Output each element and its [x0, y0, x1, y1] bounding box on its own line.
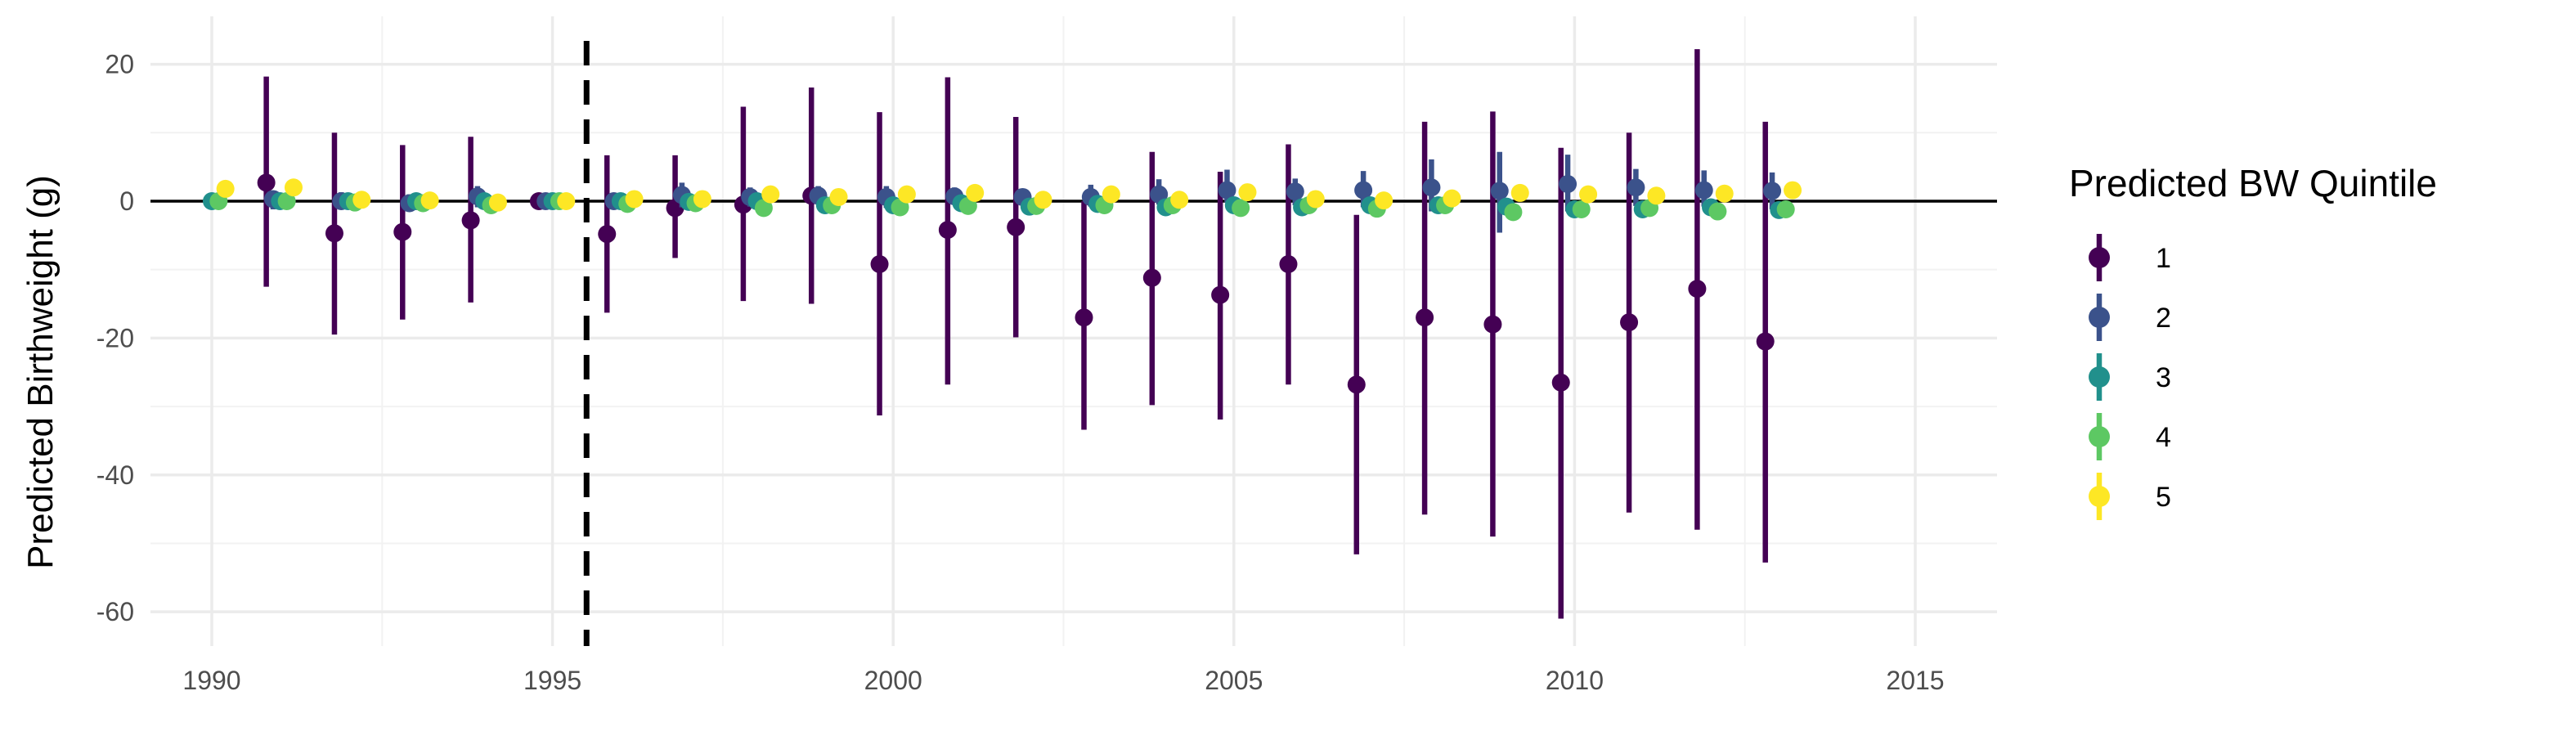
data-point [1354, 181, 1373, 200]
data-point [754, 199, 773, 218]
data-point [1579, 185, 1598, 204]
data-point [1694, 181, 1713, 200]
x-tick-label: 2015 [1886, 666, 1944, 695]
x-tick-label: 2010 [1546, 666, 1604, 695]
data-point [1627, 178, 1645, 197]
x-tick-label: 1995 [523, 666, 581, 695]
x-tick-label: 2005 [1205, 666, 1263, 695]
series-5 [216, 178, 1802, 212]
data-point [352, 191, 371, 209]
data-point [1688, 280, 1707, 298]
x-tick-label: 2000 [864, 666, 922, 695]
series-1 [257, 49, 1775, 619]
legend-key-point [2089, 486, 2110, 507]
data-point [1763, 182, 1782, 200]
axis-tick-labels: 1990 1995 2000 2005 2010 2015 20 0 -20 -40 -60 [96, 50, 1945, 695]
data-point [1170, 191, 1189, 209]
data-point [829, 187, 848, 206]
data-point [1708, 202, 1727, 221]
data-point [216, 179, 235, 198]
data-point [1715, 184, 1734, 203]
data-point [420, 191, 439, 210]
data-point [1572, 200, 1591, 219]
data-point [1286, 182, 1304, 201]
data-point [1551, 373, 1570, 392]
data-point [1347, 375, 1366, 394]
data-point [625, 190, 644, 209]
data-point [1443, 189, 1461, 208]
data-point [1510, 183, 1529, 202]
legend-label: 3 [2156, 362, 2171, 393]
data-point [1075, 308, 1093, 327]
data-point [1756, 332, 1775, 351]
data-point [284, 178, 303, 197]
x-tick-label: 1990 [182, 666, 240, 695]
data-point [1142, 268, 1161, 287]
data-point [461, 211, 480, 230]
data-point [761, 185, 780, 204]
data-point [1034, 191, 1052, 209]
series-4 [209, 191, 1795, 222]
data-point [1784, 181, 1802, 200]
data-point [1306, 190, 1325, 209]
data-point [488, 193, 507, 212]
data-point [1232, 199, 1250, 218]
legend: Predicted BW Quintile 1 2 3 4 5 [2069, 162, 2437, 520]
data-point [938, 221, 957, 240]
series-3 [202, 191, 1788, 219]
data-point [1416, 308, 1434, 327]
legend-title: Predicted BW Quintile [2069, 162, 2437, 204]
data-point [1620, 313, 1639, 332]
data-point [966, 183, 985, 202]
y-tick-label: -20 [96, 323, 134, 352]
legend-label: 2 [2156, 303, 2171, 334]
y-tick-label: -60 [96, 597, 134, 626]
data-point [1218, 181, 1236, 200]
series-2 [263, 151, 1782, 233]
data-point [598, 225, 617, 244]
data-point [1007, 218, 1025, 236]
legend-label: 4 [2156, 422, 2171, 453]
data-point [257, 173, 276, 192]
y-axis-title: Predicted Birthweight (g) [20, 175, 61, 569]
data-point [1490, 182, 1509, 200]
y-tick-label: 0 [119, 186, 134, 216]
legend-key-point [2089, 426, 2110, 447]
reference-lines [150, 41, 1997, 646]
grid-lines [150, 16, 1997, 646]
legend-key-point [2089, 247, 2110, 268]
data-point [1102, 185, 1120, 204]
data-point [1211, 285, 1230, 304]
legend-key-point [2089, 307, 2110, 328]
legend-label: 5 [2156, 482, 2171, 513]
data-point [393, 222, 412, 241]
data-point [1504, 203, 1523, 222]
legend-key-point [2089, 366, 2110, 388]
data-point [1559, 175, 1577, 194]
data-point [557, 191, 576, 210]
data-point [1279, 254, 1298, 273]
data-point [1422, 178, 1441, 197]
data-marks [202, 49, 1802, 619]
y-tick-label: -40 [96, 460, 134, 490]
data-point [897, 185, 916, 204]
y-tick-label: 20 [105, 50, 134, 79]
legend-label: 1 [2156, 243, 2171, 274]
legend-items: 1 2 3 4 5 [2089, 234, 2171, 520]
data-point [1483, 315, 1502, 334]
data-point [1647, 186, 1666, 205]
data-point [1238, 183, 1257, 202]
data-point [693, 190, 711, 209]
data-point [277, 191, 296, 210]
data-point [325, 224, 343, 243]
data-point [870, 254, 889, 273]
data-point [1776, 200, 1795, 219]
data-point [1375, 191, 1393, 210]
